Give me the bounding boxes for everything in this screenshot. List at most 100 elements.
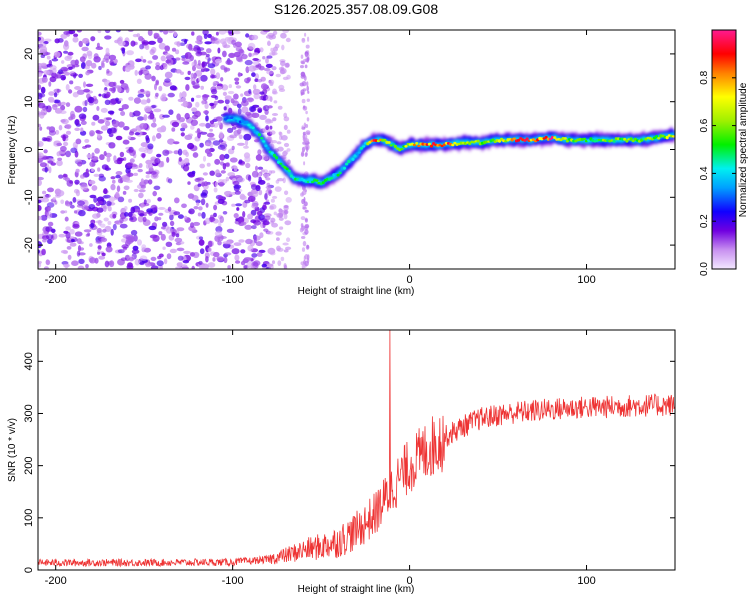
- noise-dot: [105, 152, 112, 158]
- noise-dot: [252, 235, 261, 241]
- noise-dot: [279, 131, 283, 137]
- noise-dot: [241, 106, 249, 114]
- noise-dot: [182, 61, 190, 65]
- noise-dot: [257, 179, 266, 185]
- noise-dot: [135, 58, 142, 63]
- noise-dot: [183, 250, 191, 254]
- noise-dot: [201, 61, 205, 68]
- ridge-segment: [417, 144, 421, 148]
- noise-dot: [177, 148, 183, 156]
- noise-dot: [145, 65, 152, 70]
- chart-title: S126.2025.357.08.09.G08: [274, 1, 438, 17]
- noise-dot: [120, 111, 126, 116]
- noise-dot: [305, 130, 311, 135]
- noise-dot: [256, 210, 263, 216]
- noise-dot: [42, 238, 47, 243]
- noise-dot: [185, 84, 190, 91]
- noise-dot: [183, 215, 188, 220]
- noise-dot: [260, 83, 268, 90]
- noise-dot: [145, 135, 150, 141]
- noise-dot: [200, 85, 204, 90]
- noise-dot: [150, 122, 157, 128]
- noise-dot: [250, 184, 257, 190]
- noise-dot: [71, 260, 79, 267]
- noise-dot: [68, 66, 73, 71]
- noise-dot: [252, 61, 260, 65]
- noise-dot: [222, 241, 231, 245]
- noise-dot: [84, 144, 92, 148]
- noise-dot: [248, 265, 256, 269]
- noise-dot: [211, 88, 218, 95]
- noise-dot: [53, 51, 61, 58]
- noise-dot: [304, 152, 308, 158]
- noise-dot: [107, 205, 112, 212]
- noise-dot: [90, 36, 96, 42]
- ridge-segment: [277, 160, 281, 164]
- noise-dot: [156, 132, 162, 139]
- noise-dot: [201, 182, 205, 187]
- noise-dot: [64, 216, 69, 222]
- noise-dot: [54, 38, 60, 44]
- noise-dot: [125, 167, 131, 174]
- noise-dot: [38, 72, 43, 77]
- noise-dot: [183, 157, 190, 164]
- noise-dot: [117, 86, 122, 93]
- noise-dot: [223, 44, 231, 49]
- noise-dot: [301, 151, 305, 157]
- noise-dot: [46, 126, 51, 130]
- noise-dot: [205, 53, 210, 58]
- noise-dot: [38, 215, 42, 221]
- noise-dot: [98, 175, 106, 182]
- noise-dot: [129, 111, 133, 118]
- noise-dot: [47, 206, 51, 212]
- noise-dot: [49, 76, 57, 83]
- ridge-segment: [311, 180, 315, 184]
- noise-dot: [270, 170, 276, 174]
- noise-dot: [77, 200, 85, 206]
- noise-dot: [214, 58, 222, 64]
- noise-dot: [192, 65, 196, 72]
- noise-dot: [259, 95, 264, 101]
- noise-dot: [220, 170, 226, 174]
- noise-dot: [72, 36, 79, 43]
- noise-dot: [301, 236, 306, 239]
- noise-dot: [56, 151, 61, 157]
- noise-dot: [281, 135, 288, 141]
- noise-dot: [80, 127, 84, 132]
- noise-dot: [253, 84, 257, 90]
- noise-dot: [216, 256, 225, 262]
- noise-dot: [75, 138, 82, 145]
- noise-dot: [271, 140, 278, 144]
- noise-dot: [85, 83, 94, 88]
- noise-dot: [207, 137, 216, 141]
- noise-dot: [201, 211, 206, 219]
- noise-dot: [251, 34, 259, 41]
- noise-dot: [143, 212, 147, 217]
- noise-dot: [137, 215, 144, 223]
- noise-dot: [218, 221, 222, 228]
- noise-dot: [47, 221, 54, 227]
- noise-dot: [74, 119, 79, 126]
- noise-dot: [227, 265, 231, 269]
- y-tick-label: 100: [23, 509, 35, 527]
- noise-dot: [47, 160, 54, 164]
- noise-dot: [66, 246, 72, 250]
- noise-dot: [283, 142, 290, 148]
- noise-dot: [142, 216, 147, 222]
- noise-dot: [205, 256, 209, 263]
- noise-dot: [233, 242, 242, 247]
- noise-dot: [103, 194, 111, 199]
- noise-dot: [131, 128, 138, 133]
- noise-dot: [140, 202, 144, 209]
- noise-dot: [187, 142, 195, 150]
- noise-dot: [236, 207, 240, 211]
- noise-dot: [245, 111, 252, 116]
- noise-dot: [241, 100, 249, 107]
- noise-dot: [143, 149, 149, 154]
- noise-dot: [169, 248, 177, 254]
- noise-dot: [78, 113, 87, 119]
- noise-dot: [138, 189, 146, 193]
- noise-dot: [217, 144, 226, 150]
- noise-dot: [210, 37, 218, 41]
- noise-dot: [217, 47, 221, 54]
